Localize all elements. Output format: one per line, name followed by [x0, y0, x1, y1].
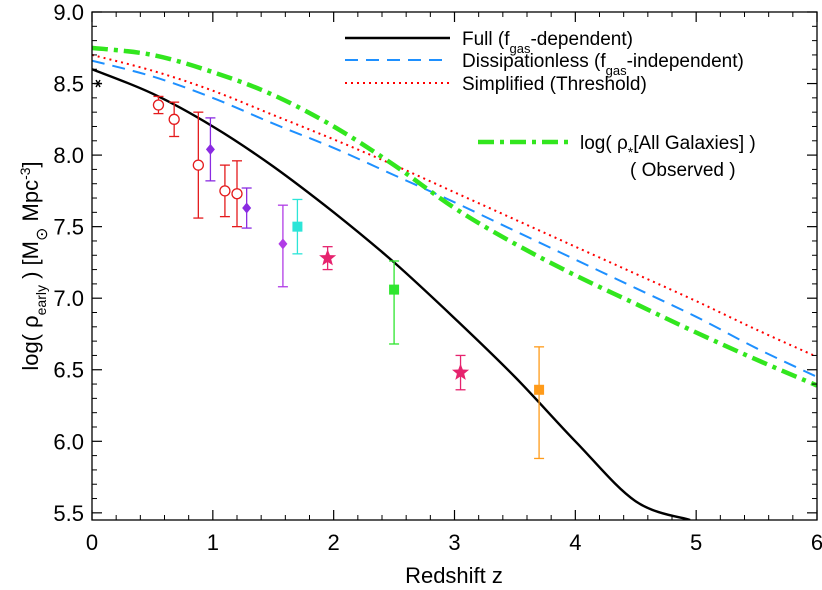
square-marker	[389, 284, 400, 295]
diamond-marker	[242, 202, 252, 214]
axis-ticks: 0 1 2 3 4 5 6 5.5 6.0 6.5 7.0 7.5 8.0 8.5 9.0	[53, 0, 822, 555]
legend-label-simplified: Simplified (Threshold)	[462, 74, 647, 95]
diamond-marker	[205, 143, 215, 155]
x-tick-label: 4	[569, 530, 581, 555]
x-tick-label: 1	[207, 530, 219, 555]
data-point	[292, 198, 303, 255]
y-axis-title-sub: early	[33, 285, 49, 315]
curve-observed	[92, 45, 817, 388]
y-axis-title-sup: -3	[17, 167, 33, 180]
square-marker	[534, 384, 545, 395]
data-point	[231, 160, 243, 228]
data-point	[241, 187, 252, 229]
legend-label-dissipationless: Dissipationless (fgas-independent)	[462, 51, 744, 78]
model-curves	[92, 45, 817, 520]
x-tick-label: 3	[448, 530, 460, 555]
x-tick-label: 5	[690, 530, 702, 555]
open-circle-marker	[231, 188, 243, 200]
open-circle-marker	[168, 113, 180, 125]
y-tick-label: 6.5	[53, 358, 84, 383]
y-tick-label: 9.0	[53, 0, 84, 25]
star-marker	[319, 249, 337, 266]
curve-simplified	[92, 53, 817, 358]
data-point	[277, 204, 288, 288]
y-tick-label: 7.5	[53, 215, 84, 240]
data-point	[452, 354, 470, 391]
star-marker	[452, 363, 470, 380]
legend: Full (fgas-dependent) Dissipationless (f…	[345, 29, 756, 181]
legend-label-observed-line2: ( Observed )	[630, 160, 736, 181]
data-point	[192, 111, 204, 219]
plot-frame	[91, 11, 818, 521]
open-circle-marker	[219, 185, 231, 197]
y-tick-label: 6.0	[53, 429, 84, 454]
y-tick-label: 7.0	[53, 286, 84, 311]
data-point	[168, 101, 180, 138]
curve-dissipationless	[92, 59, 817, 378]
y-tick-label: 8.0	[53, 143, 84, 168]
data-point	[389, 260, 400, 345]
sun-symbol: ⊙	[34, 228, 51, 241]
y-tick-label: 8.5	[53, 72, 84, 97]
diamond-marker	[278, 238, 288, 250]
data-markers	[94, 79, 545, 460]
data-point	[319, 246, 337, 271]
y-tick-label: 5.5	[53, 501, 84, 526]
y-axis-title: log( ρearly ) [M⊙ Mpc-3]	[17, 161, 51, 370]
square-marker	[292, 221, 303, 232]
data-point	[219, 164, 231, 218]
x-tick-label: 0	[86, 530, 98, 555]
open-circle-marker	[152, 99, 165, 111]
x-tick-label: 2	[328, 530, 340, 555]
open-circle-marker	[192, 159, 204, 171]
data-point	[534, 346, 545, 460]
legend-label-observed: log( ρ*[All Galaxies] )	[580, 133, 756, 160]
legend-label-full: Full (fgas-dependent)	[462, 29, 633, 56]
x-axis-title: Redshift z	[405, 563, 503, 588]
data-point	[205, 117, 216, 182]
data-point	[152, 95, 165, 115]
x-tick-label: 6	[811, 530, 822, 555]
